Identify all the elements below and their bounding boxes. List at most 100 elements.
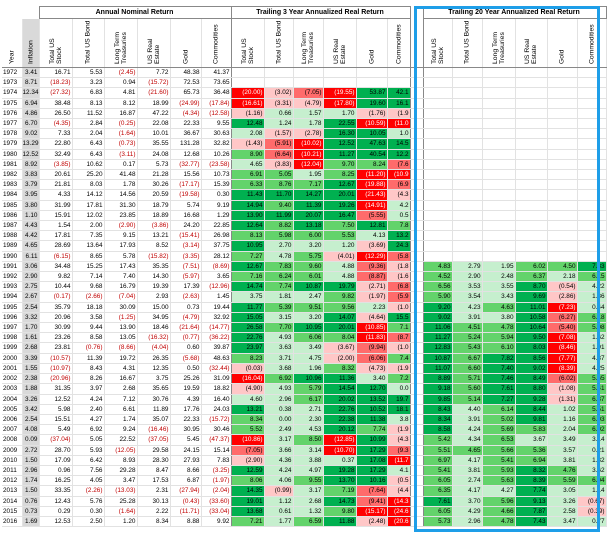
cell-t3-commodities: (1.8 <box>387 261 411 273</box>
cell-t3-gold: (12.29) <box>356 251 388 262</box>
header-t20-us-real-estate: US Real Estate <box>515 18 548 68</box>
cell-t20-total-us-bond: 3.91 <box>452 312 483 324</box>
cell-t3-total-us-bond: 3.66 <box>264 445 294 456</box>
group-title-trailing-3: Trailing 3 Year Annualized Real Return <box>230 6 411 19</box>
cell-t20-long-term-treasuries: 6.10 <box>482 342 516 354</box>
cell-t3-gold: 47.63 <box>356 138 388 150</box>
cell-nominal-commodities: (3.25) <box>201 465 232 477</box>
cell-t20-commodities <box>577 77 607 89</box>
cell-t20-gold <box>547 128 578 140</box>
cell-year: 2001 <box>2 363 23 375</box>
cell-t3-total-us-bond: (3.83) <box>264 159 294 171</box>
cell-t3-gold: (6.06) <box>356 353 388 364</box>
table-row: 1975 6.94 38.48 8.13 8.12 18.99 (24.99) (17.84)… <box>2 98 607 109</box>
cell-t3-gold <box>356 67 388 79</box>
table-row: 1998 1.61 23.26 8.58 13.05 (16.32) (0.77) (36.2… <box>2 332 607 344</box>
cell-t20-gold <box>547 87 578 99</box>
cell-spacer <box>410 506 424 517</box>
cell-t3-us-real-estate: (19.55) <box>323 87 357 99</box>
cell-t3-total-us-stock: (2.90) <box>231 455 265 466</box>
cell-nominal-gold: (3.14) <box>170 240 202 252</box>
cell-t20-long-term-treasuries: 5.63 <box>482 475 516 487</box>
cell-t3-total-us-bond: 3.63 <box>264 342 294 354</box>
cell-nominal-us-real-estate: 10.01 <box>137 128 171 140</box>
cell-t20-total-us-bond: 5.71 <box>452 373 483 385</box>
cell-t20-long-term-treasuries: 2.48 <box>482 271 516 283</box>
cell-t3-us-real-estate: 20.02 <box>323 394 357 405</box>
cell-nominal-total-us-stock: 28.69 <box>39 240 73 252</box>
cell-t20-commodities <box>577 108 607 120</box>
cell-t3-gold: (4.73) <box>356 363 388 375</box>
cell-t3-total-us-bond: 4.06 <box>264 475 294 487</box>
cell-t3-total-us-stock: 22.76 <box>231 332 265 344</box>
cell-t3-us-real-estate: 16.30 <box>323 128 357 140</box>
cell-nominal-total-us-bond: 11.52 <box>72 108 105 120</box>
cell-t3-commodities: (11.0 <box>387 118 411 130</box>
header-t20-long-term-treasuries: Long Term Treasuries <box>482 18 516 68</box>
cell-t20-us-real-estate <box>515 200 548 211</box>
header-t20-total-us-bond-label: Total US Bond <box>463 20 471 64</box>
cell-inflation: 1.69 <box>22 516 40 528</box>
returns-table: Annual Nominal Return Trailing 3 Year An… <box>2 6 607 528</box>
cell-t20-gold <box>547 230 578 242</box>
cell-t3-total-us-bond: 5.98 <box>264 230 294 242</box>
cell-t20-total-us-stock: 5.41 <box>423 465 453 477</box>
cell-t3-long-term-treasuries: (10.21) <box>293 149 324 160</box>
cell-spacer <box>410 240 424 252</box>
cell-t20-gold: 4.50 <box>547 261 578 273</box>
cell-t3-total-us-stock: 4.65 <box>231 159 265 171</box>
cell-t20-total-us-bond: 4.17 <box>452 485 483 497</box>
header-t20-total-us-stock: Total US Stock <box>423 18 453 68</box>
cell-t20-total-us-bond <box>452 169 483 181</box>
cell-t20-commodities: 6.18 <box>577 312 607 324</box>
cell-t3-commodities: (1.9 <box>387 363 411 375</box>
cell-spacer <box>410 414 424 426</box>
cell-t20-commodities: 1.91 <box>577 342 607 354</box>
cell-nominal-total-us-stock: 21.81 <box>39 179 73 191</box>
cell-spacer <box>410 118 424 130</box>
cell-t20-total-us-stock: 10.87 <box>423 353 453 364</box>
header-t3-total-us-stock: Total US Stock <box>231 18 265 68</box>
header-t20-long-term-treasuries-label: Long Term Treasuries <box>491 32 506 64</box>
cell-t20-total-us-bond: 5.14 <box>452 394 483 405</box>
cell-t3-us-real-estate: 19.28 <box>323 465 357 477</box>
cell-nominal-us-real-estate: 11.89 <box>137 404 171 415</box>
table-row: 2010 1.50 17.09 6.42 8.93 28.30 27.93 7.83 (2.90… <box>2 455 607 466</box>
cell-nominal-commodities: 31.09 <box>201 373 232 385</box>
cell-t3-commodities: 3.8 <box>387 414 411 426</box>
cell-t20-total-us-stock <box>423 240 453 252</box>
cell-t3-total-us-stock: 26.58 <box>231 322 265 334</box>
cell-t3-long-term-treasuries: 3.88 <box>293 455 324 466</box>
cell-t3-gold: (1.76) <box>356 108 388 120</box>
cell-t20-commodities: 0.21 <box>577 445 607 456</box>
cell-spacer <box>410 342 424 354</box>
cell-t3-total-us-stock: 3.75 <box>231 291 265 303</box>
cell-inflation: 4.43 <box>22 220 40 232</box>
cell-nominal-total-us-stock: 5.98 <box>39 404 73 415</box>
cell-t20-total-us-stock <box>423 230 453 242</box>
header-nom-long-term-treasuries: Long Term Treasuries <box>104 18 138 68</box>
cell-t3-total-us-bond: 7.70 <box>264 322 294 334</box>
header-t20-gold-label: Gold <box>558 49 566 64</box>
cell-t20-gold: 3.05 <box>547 485 578 497</box>
cell-nominal-total-us-stock: 31.99 <box>39 200 73 211</box>
cell-t3-gold: 19.60 <box>356 98 388 109</box>
cell-inflation: 6.94 <box>22 98 40 109</box>
header-nom-us-real-estate: US Real Estate <box>137 18 171 68</box>
cell-t3-commodities: (14.3 <box>387 496 411 507</box>
cell-t20-total-us-stock: 5.73 <box>423 516 453 528</box>
cell-t3-total-us-bond: 11.70 <box>264 189 294 201</box>
cell-nominal-total-us-bond: 5.76 <box>72 496 105 507</box>
cell-year: 1982 <box>2 169 23 181</box>
cell-t20-commodities <box>577 251 607 262</box>
cell-year: 2012 <box>2 475 23 487</box>
cell-year: 1975 <box>2 98 23 109</box>
cell-nominal-gold: 6.87 <box>170 475 202 487</box>
cell-t3-us-real-estate: 11.36 <box>323 373 357 385</box>
cell-t3-total-us-bond: 6.24 <box>264 271 294 283</box>
cell-t3-commodities: (1.9 <box>387 108 411 120</box>
cell-spacer <box>410 363 424 375</box>
cell-t3-total-us-bond: (5.91) <box>264 138 294 150</box>
cell-t20-long-term-treasuries: 3.55 <box>482 281 516 293</box>
cell-year: 1977 <box>2 118 23 130</box>
